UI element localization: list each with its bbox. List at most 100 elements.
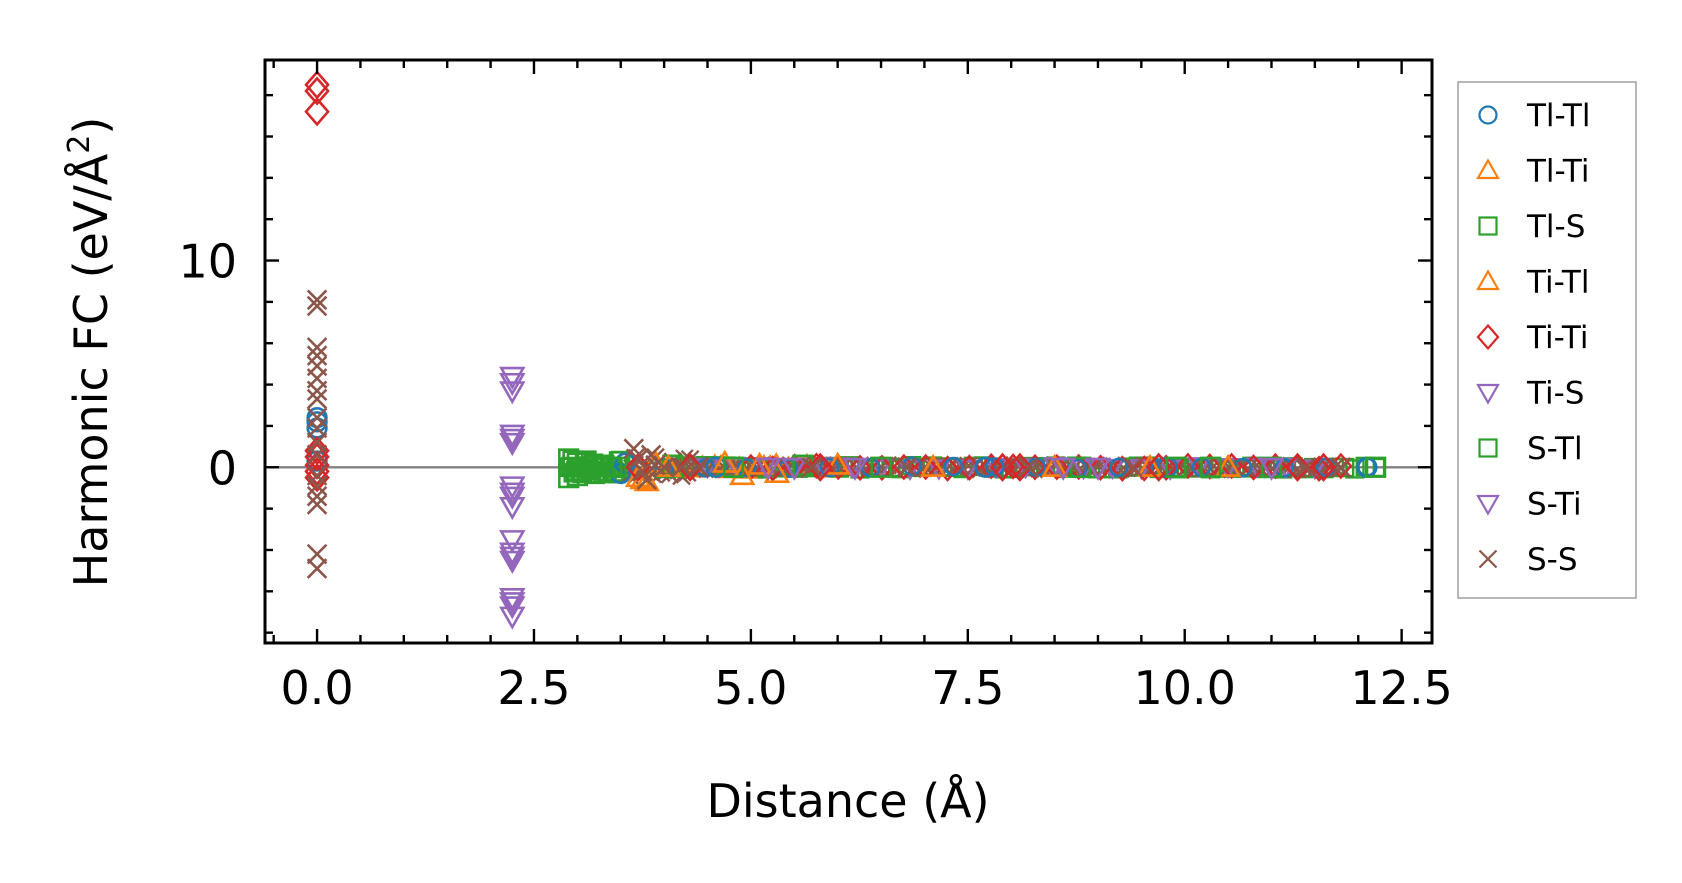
data-point-s-s <box>306 295 328 317</box>
data-point-tl-tl <box>737 458 757 478</box>
series-ti-ti <box>304 70 1337 493</box>
legend-marker-s-ti <box>1476 494 1500 516</box>
data-point-s-s <box>306 345 328 366</box>
data-point-ti-ti <box>935 455 960 482</box>
data-point-tl-s <box>1345 459 1365 479</box>
data-point-ti-s <box>755 457 782 481</box>
data-point-tl-s <box>870 456 892 478</box>
data-point-ti-ti <box>979 452 1003 480</box>
legend-label-s-ti: S-Ti <box>1527 487 1582 523</box>
data-point-tl-tl <box>985 457 1005 477</box>
data-point-s-s <box>306 494 328 515</box>
data-point-s-s <box>801 457 822 478</box>
data-point-s-tl <box>722 456 745 478</box>
data-point-ti-s <box>499 606 526 630</box>
data-point-ti-ti <box>304 76 330 106</box>
data-point-s-ti <box>1050 457 1077 481</box>
legend-marker-ti-tl <box>1476 269 1500 291</box>
data-point-s-s <box>1018 457 1039 478</box>
data-point-s-s <box>688 457 710 478</box>
data-point-s-s <box>306 444 328 466</box>
data-point-ti-ti <box>1307 455 1331 482</box>
data-point-s-tl <box>571 460 593 483</box>
data-point-s-s <box>636 469 658 490</box>
legend-marker-ti-s <box>1476 383 1500 405</box>
data-point-ti-s <box>499 366 526 390</box>
data-point-tl-ti <box>1214 453 1242 477</box>
x-tick-label: 5.0 <box>714 661 787 715</box>
data-point-s-s <box>306 380 328 402</box>
data-point-ti-ti <box>989 452 1016 482</box>
data-point-ti-s <box>499 530 526 554</box>
data-point-s-ti <box>781 457 808 481</box>
data-point-tl-ti <box>633 468 661 492</box>
data-point-tl-ti <box>824 451 851 475</box>
data-point-tl-s <box>1200 456 1222 478</box>
data-point-s-s <box>896 457 918 478</box>
data-point-ti-tl <box>1136 453 1164 477</box>
x-tick-label: 0.0 <box>280 661 353 715</box>
plot-frame <box>263 58 1434 645</box>
legend-label-tl-ti: Tl-Ti <box>1526 154 1589 190</box>
legend-marker-tl-tl <box>1478 105 1498 125</box>
data-point-ti-s <box>499 497 526 521</box>
series-s-tl <box>562 450 1187 483</box>
x-tick-label: 2.5 <box>497 661 570 715</box>
data-point-s-s <box>306 407 328 428</box>
data-point-s-s <box>306 543 328 565</box>
data-point-tl-ti <box>1041 453 1068 477</box>
legend: Tl-Tl Tl-Ti Tl-S Ti-Tl Ti-Ti Ti-S S-Tl S-Ti S-S <box>1457 81 1637 599</box>
data-point-ti-s <box>499 542 526 566</box>
data-point-ti-tl <box>746 451 773 475</box>
data-point-ti-ti <box>1241 454 1266 481</box>
data-point-ti-s <box>499 424 526 448</box>
data-point-s-ti <box>499 592 526 616</box>
x-axis-title: Distance (Å) <box>706 774 989 828</box>
x-tick-label: 12.5 <box>1350 661 1452 715</box>
data-point-s-s <box>306 465 328 486</box>
data-point-ti-s <box>868 458 894 480</box>
data-point-s-s <box>623 438 645 459</box>
data-point-ti-ti <box>1284 452 1311 482</box>
legend-marker-s-tl <box>1478 438 1498 458</box>
legend-label-tl-s: Tl-S <box>1526 209 1585 245</box>
data-point-ti-s <box>499 587 526 612</box>
data-point-ti-ti <box>1198 453 1222 480</box>
data-point-ti-ti <box>870 454 894 482</box>
legend-marker-s-s <box>1478 549 1498 569</box>
data-point-ti-s <box>841 457 869 481</box>
data-point-ti-s <box>1084 457 1112 481</box>
data-point-s-tl <box>1165 456 1187 478</box>
data-point-tl-s <box>1069 456 1092 478</box>
legend-marker-tl-s <box>1478 216 1498 236</box>
data-point-ti-ti <box>1007 452 1033 482</box>
data-point-tl-tl <box>943 456 964 477</box>
legend-label-s-tl: S-Tl <box>1527 431 1583 467</box>
data-point-tl-tl <box>819 457 840 478</box>
data-point-tl-tl <box>1109 457 1129 478</box>
data-point-s-s <box>306 558 328 579</box>
data-point-tl-tl <box>974 456 996 478</box>
x-tick-label: 10.0 <box>1134 661 1236 715</box>
legend-marker-tl-ti <box>1476 158 1500 180</box>
legend-marker-ti-ti <box>1476 323 1500 351</box>
series-ti-s <box>499 366 1285 630</box>
data-point-ti-ti <box>807 452 834 482</box>
legend-label-ti-s: Ti-S <box>1526 376 1584 412</box>
data-point-tl-s <box>1364 456 1387 478</box>
data-point-s-s <box>627 448 649 470</box>
data-point-s-s <box>306 388 328 410</box>
legend-label-ti-tl: Ti-Tl <box>1526 265 1589 301</box>
data-point-ti-ti <box>304 462 330 493</box>
legend-label-ti-ti: Ti-Ti <box>1526 320 1589 356</box>
data-point-tl-tl <box>1274 458 1294 478</box>
data-point-ti-tl <box>919 453 947 477</box>
series-s-s <box>306 289 1352 579</box>
x-tick-label: 7.5 <box>931 661 1004 715</box>
data-point-ti-ti <box>625 452 651 482</box>
series-s-ti <box>499 372 1077 616</box>
data-point-s-s <box>306 485 328 507</box>
y-axis-title: Harmonic FC (eV/Å2) <box>62 117 118 588</box>
data-point-ti-ti <box>1001 453 1025 480</box>
